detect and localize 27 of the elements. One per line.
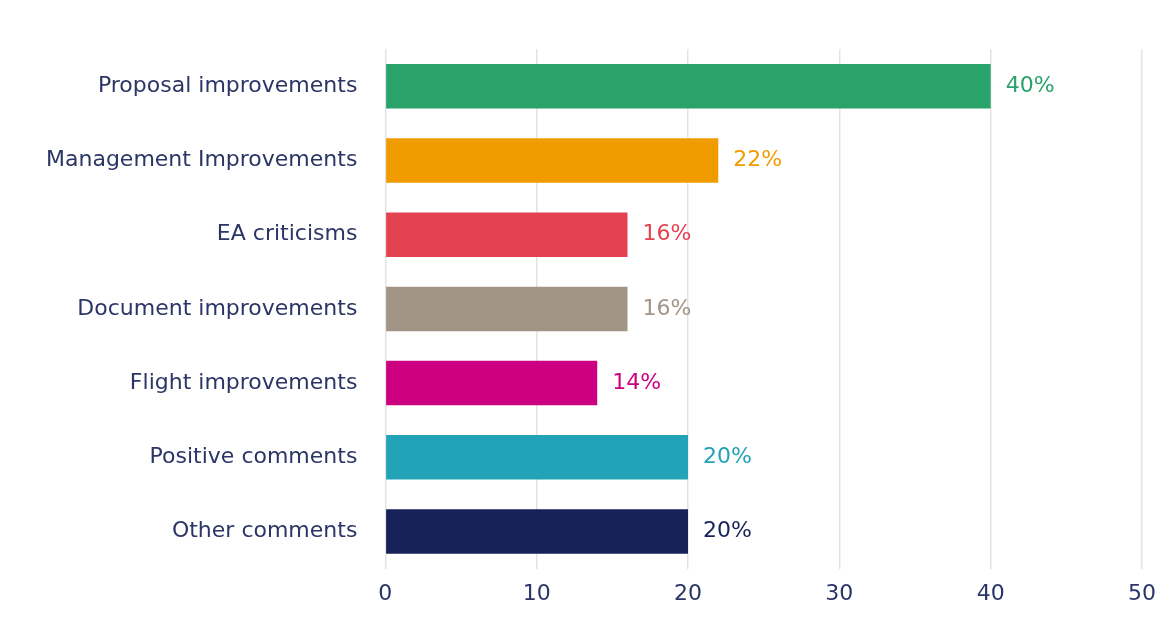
x-tick-label: 40 — [976, 579, 1005, 605]
y-tick-label: Document improvements — [77, 294, 358, 320]
y-tick-label: Positive comments — [149, 443, 358, 469]
x-tick-label: 0 — [378, 579, 393, 605]
x-tick-label: 20 — [674, 579, 703, 605]
y-tick-label: Proposal improvements — [97, 72, 358, 98]
data-label: 16% — [642, 294, 692, 320]
x-tick-label: 10 — [522, 579, 551, 605]
x-tick-label: 50 — [1128, 579, 1156, 605]
y-tick-label: Flight improvements — [129, 368, 358, 394]
data-label: 20% — [703, 443, 752, 469]
data-label: 14% — [612, 368, 662, 394]
bar — [386, 138, 719, 183]
y-tick-label: EA criticisms — [216, 220, 358, 246]
y-tick-label: Other comments — [171, 517, 358, 543]
bar — [386, 509, 689, 554]
y-tick-label: Management Improvements — [46, 146, 358, 172]
data-label: 16% — [642, 220, 692, 246]
x-tick-label: 30 — [825, 579, 854, 605]
data-label: 40% — [1005, 72, 1055, 98]
data-label: 20% — [703, 517, 752, 543]
bar — [386, 360, 598, 406]
bar — [386, 286, 628, 332]
bar — [386, 435, 689, 480]
bar — [386, 212, 628, 257]
bar — [386, 64, 991, 109]
data-label: 22% — [733, 146, 783, 172]
